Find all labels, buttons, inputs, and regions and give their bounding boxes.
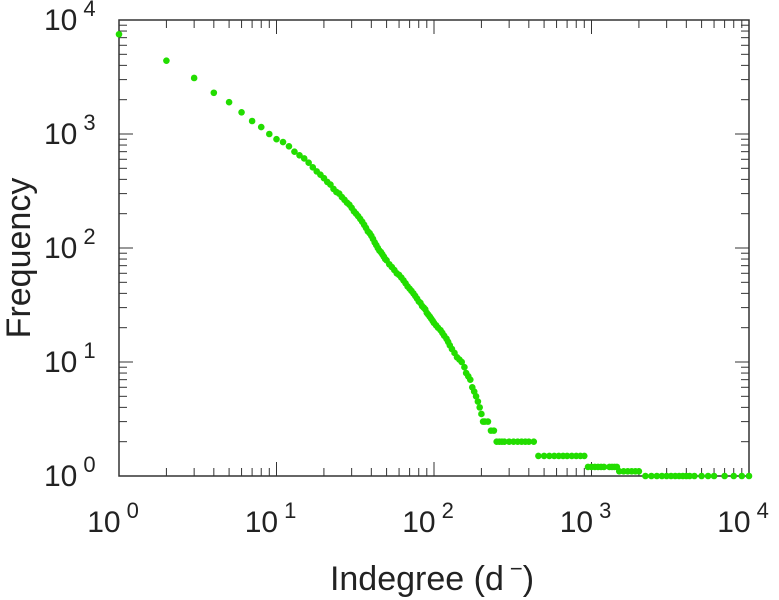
data-point [265, 130, 273, 138]
data-point [458, 358, 466, 366]
data-point [730, 472, 738, 480]
data-point [691, 472, 698, 480]
x-tick-exp: 4 [757, 498, 769, 523]
data-point [550, 452, 558, 460]
data-point [546, 452, 553, 460]
data-point [710, 472, 718, 480]
y-tick-exp: 2 [83, 224, 95, 249]
y-tick-base: 10 [44, 346, 77, 379]
data-point [476, 404, 483, 411]
data-point [600, 463, 608, 471]
y-tick-base: 10 [44, 4, 77, 37]
data-point [530, 438, 538, 445]
y-tick-label: 10 2 [44, 224, 96, 265]
data-point [642, 472, 649, 480]
x-tick-labels: 10 0 10 1 10 2 10 3 10 4 [87, 498, 769, 539]
x-axis-label: Indegree (d −) [330, 556, 534, 598]
data-point [686, 472, 693, 480]
x-tick-label: 10 1 [245, 498, 297, 539]
data-point [745, 472, 753, 480]
y-tick-base: 10 [44, 460, 77, 493]
data-point [163, 57, 170, 64]
x-tick-exp: 2 [442, 498, 454, 523]
y-tick-exp: 4 [83, 0, 95, 21]
data-point [484, 418, 492, 425]
data-point [273, 135, 280, 143]
data-point [658, 472, 666, 480]
x-tick-label: 10 0 [87, 498, 139, 539]
x-tick-base: 10 [245, 506, 278, 539]
data-point [285, 143, 293, 150]
plot-frame [118, 19, 750, 477]
x-axis-label-suffix: ) [523, 560, 534, 598]
data-point [501, 438, 508, 445]
y-axis-label: Frequency [0, 178, 38, 339]
data-point [648, 472, 655, 480]
data-point [257, 123, 265, 131]
data-point [225, 98, 233, 106]
data-point [190, 74, 198, 82]
y-tick-label: 10 0 [44, 452, 96, 493]
data-points [115, 30, 753, 480]
y-tick-label: 10 4 [44, 0, 96, 37]
data-point [474, 398, 482, 405]
x-axis-label-sup: − [510, 556, 523, 581]
x-tick-base: 10 [402, 506, 435, 539]
data-point [248, 117, 256, 125]
data-point [279, 138, 287, 146]
x-tick-base: 10 [87, 506, 120, 539]
y-tick-exp: 1 [83, 338, 95, 363]
x-tick-base: 10 [560, 506, 593, 539]
x-tick-label: 10 2 [402, 498, 454, 539]
data-point [305, 159, 312, 167]
data-point [635, 467, 643, 475]
y-tick-exp: 3 [83, 110, 95, 135]
data-point [115, 30, 123, 38]
y-tick-label: 10 1 [44, 338, 96, 379]
y-tick-base: 10 [44, 232, 77, 265]
data-point [738, 472, 746, 480]
data-point [698, 472, 705, 480]
data-point [472, 393, 480, 400]
data-point [210, 89, 218, 97]
x-tick-label: 10 4 [717, 498, 769, 539]
minor-ticks [118, 20, 749, 477]
data-point [535, 452, 542, 460]
data-point [490, 427, 498, 434]
data-point [238, 109, 245, 116]
data-point [653, 472, 661, 480]
x-tick-label: 10 3 [560, 498, 612, 539]
data-point [721, 472, 728, 480]
data-point [466, 376, 474, 383]
data-point [291, 148, 298, 155]
x-tick-exp: 0 [127, 498, 139, 523]
y-tick-label: 10 3 [44, 110, 96, 151]
data-point [461, 363, 468, 371]
x-tick-base: 10 [717, 506, 750, 539]
y-tick-base: 10 [44, 118, 77, 151]
data-point [563, 452, 571, 460]
data-point [540, 452, 548, 460]
x-tick-exp: 3 [599, 498, 611, 523]
y-tick-exp: 0 [83, 452, 95, 477]
data-point [525, 438, 533, 445]
data-point [296, 152, 303, 159]
x-tick-exp: 1 [284, 498, 296, 523]
x-axis-label-main: Indegree (d [330, 560, 504, 598]
data-point [704, 472, 712, 480]
data-point [478, 410, 485, 418]
data-point [580, 452, 588, 460]
data-point [300, 155, 308, 162]
